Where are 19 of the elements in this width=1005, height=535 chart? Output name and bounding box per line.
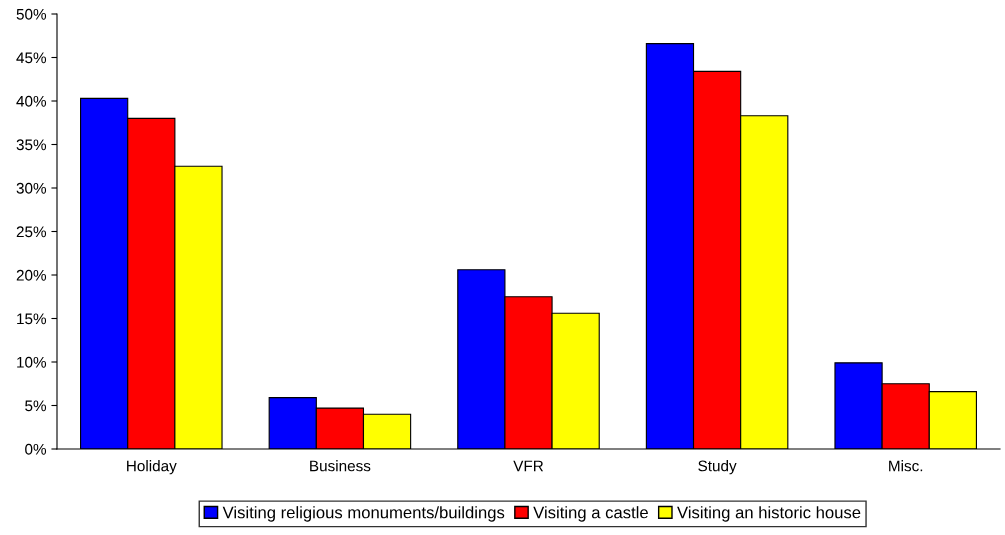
x-tick-label: VFR xyxy=(513,460,544,472)
y-tick-label: 5% xyxy=(25,400,47,412)
y-tick-label: 35% xyxy=(16,139,47,151)
y-tick-label: 30% xyxy=(16,182,47,194)
y-tick-label: 50% xyxy=(16,8,47,20)
x-tick-label: Holiday xyxy=(127,460,177,475)
y-tick-label: 0% xyxy=(25,443,47,455)
y-tick-label: 15% xyxy=(17,313,47,325)
x-tick-label: Business xyxy=(310,460,371,472)
legend-label: Visiting a castle xyxy=(533,506,648,522)
x-tick-label: Study xyxy=(698,460,737,475)
y-tick-label: 20% xyxy=(16,269,47,281)
x-tick-label: Misc. xyxy=(889,460,923,472)
y-tick-label: 10% xyxy=(17,356,47,368)
legend-label: Visiting religious monuments/buildings xyxy=(222,506,505,522)
y-tick-label: 25% xyxy=(16,226,47,238)
y-tick-label: 40% xyxy=(16,95,47,107)
y-tick-label: 45% xyxy=(16,52,47,64)
legend-label: Visiting an historic house xyxy=(677,506,861,522)
